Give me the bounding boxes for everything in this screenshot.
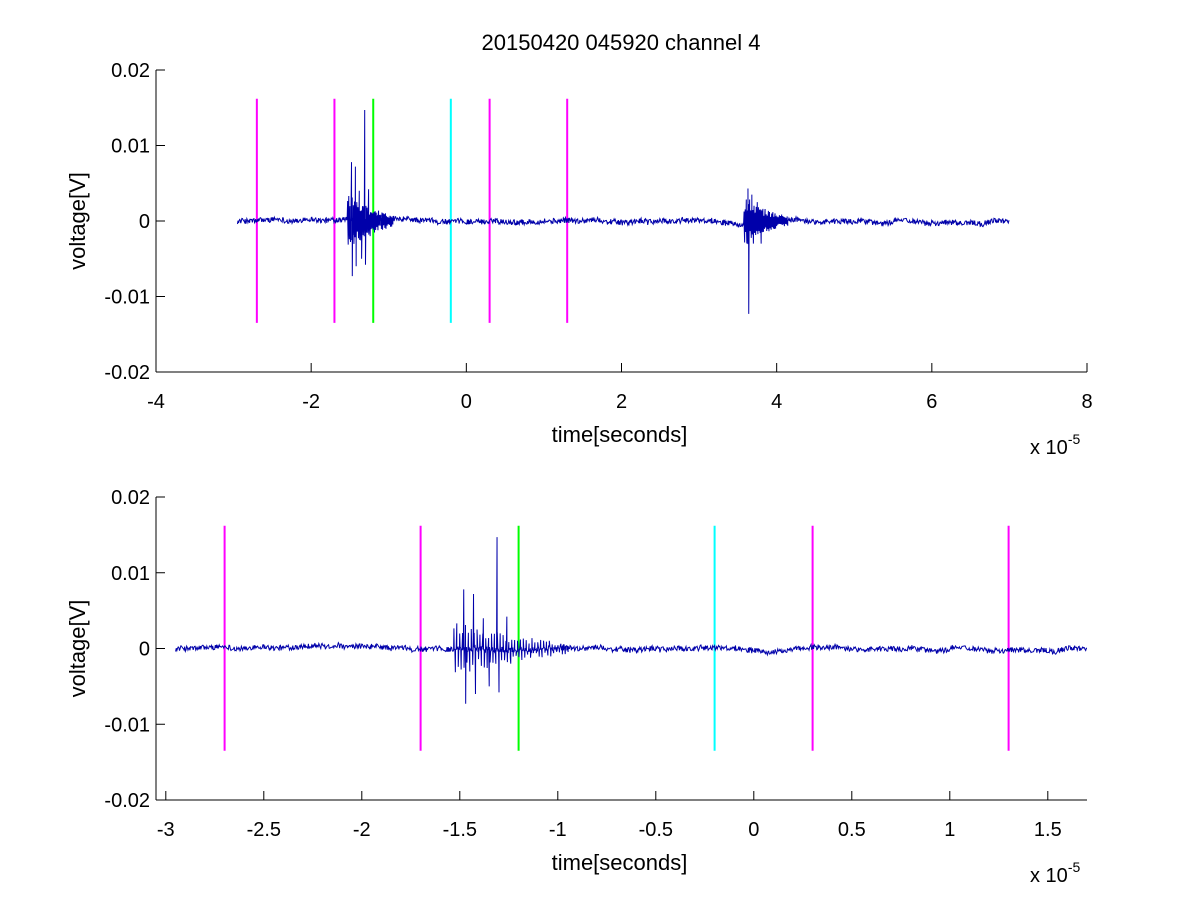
x-exponent-label: x 10-5 <box>1030 431 1080 459</box>
figure-title: 20150420 045920 channel 4 <box>482 30 761 55</box>
y-tick-label: -0.01 <box>104 287 150 309</box>
x-tick-label: -2 <box>353 819 371 841</box>
x-tick-label: 1 <box>944 819 955 841</box>
y-tick-label: 0.01 <box>111 136 150 158</box>
x-exponent-label: x 10-5 <box>1030 859 1080 887</box>
y-tick-label: 0 <box>139 639 150 661</box>
y-tick-label: -0.02 <box>104 790 150 812</box>
x-tick-label: 6 <box>926 391 937 413</box>
x-tick-label: -4 <box>147 391 165 413</box>
x-tick-label: -2.5 <box>247 819 281 841</box>
y-tick-label: 0 <box>139 211 150 233</box>
subplot-bottom: -0.02 -0.01 0 0.01 0.02 -3 -2.5 -2 -1.5 -1 -0.5 0 0.… <box>65 487 1087 887</box>
x-tick-label: -3 <box>157 819 175 841</box>
y-tick-label: -0.02 <box>104 362 150 384</box>
x-tick-label: 1.5 <box>1034 819 1062 841</box>
series-line <box>236 110 1010 314</box>
y-tick-label: 0.02 <box>111 487 150 509</box>
x-axis-label: time[seconds] <box>552 422 688 447</box>
x-axis-label: time[seconds] <box>552 850 688 875</box>
x-tick-label: -1.5 <box>443 819 477 841</box>
x-tick-label: -0.5 <box>639 819 673 841</box>
x-tick-label: 0 <box>461 391 472 413</box>
y-axis-label: voltage[V] <box>65 600 90 698</box>
y-tick-label: 0.01 <box>111 563 150 585</box>
y-tick-label: -0.01 <box>104 714 150 736</box>
y-axis-label: voltage[V] <box>65 172 90 270</box>
y-tick-label: 0.02 <box>111 60 150 82</box>
x-tick-label: 8 <box>1081 391 1092 413</box>
x-tick-label: 0 <box>748 819 759 841</box>
x-tick-label: 2 <box>616 391 627 413</box>
x-tick-label: 4 <box>771 391 782 413</box>
subplot-top: -0.02 -0.01 0 0.01 0.02 -4 -2 0 2 4 6 8 time[seconds… <box>65 60 1093 459</box>
x-tick-label: 0.5 <box>838 819 866 841</box>
series-line <box>175 537 1087 704</box>
x-tick-label: -1 <box>549 819 567 841</box>
x-tick-label: -2 <box>302 391 320 413</box>
